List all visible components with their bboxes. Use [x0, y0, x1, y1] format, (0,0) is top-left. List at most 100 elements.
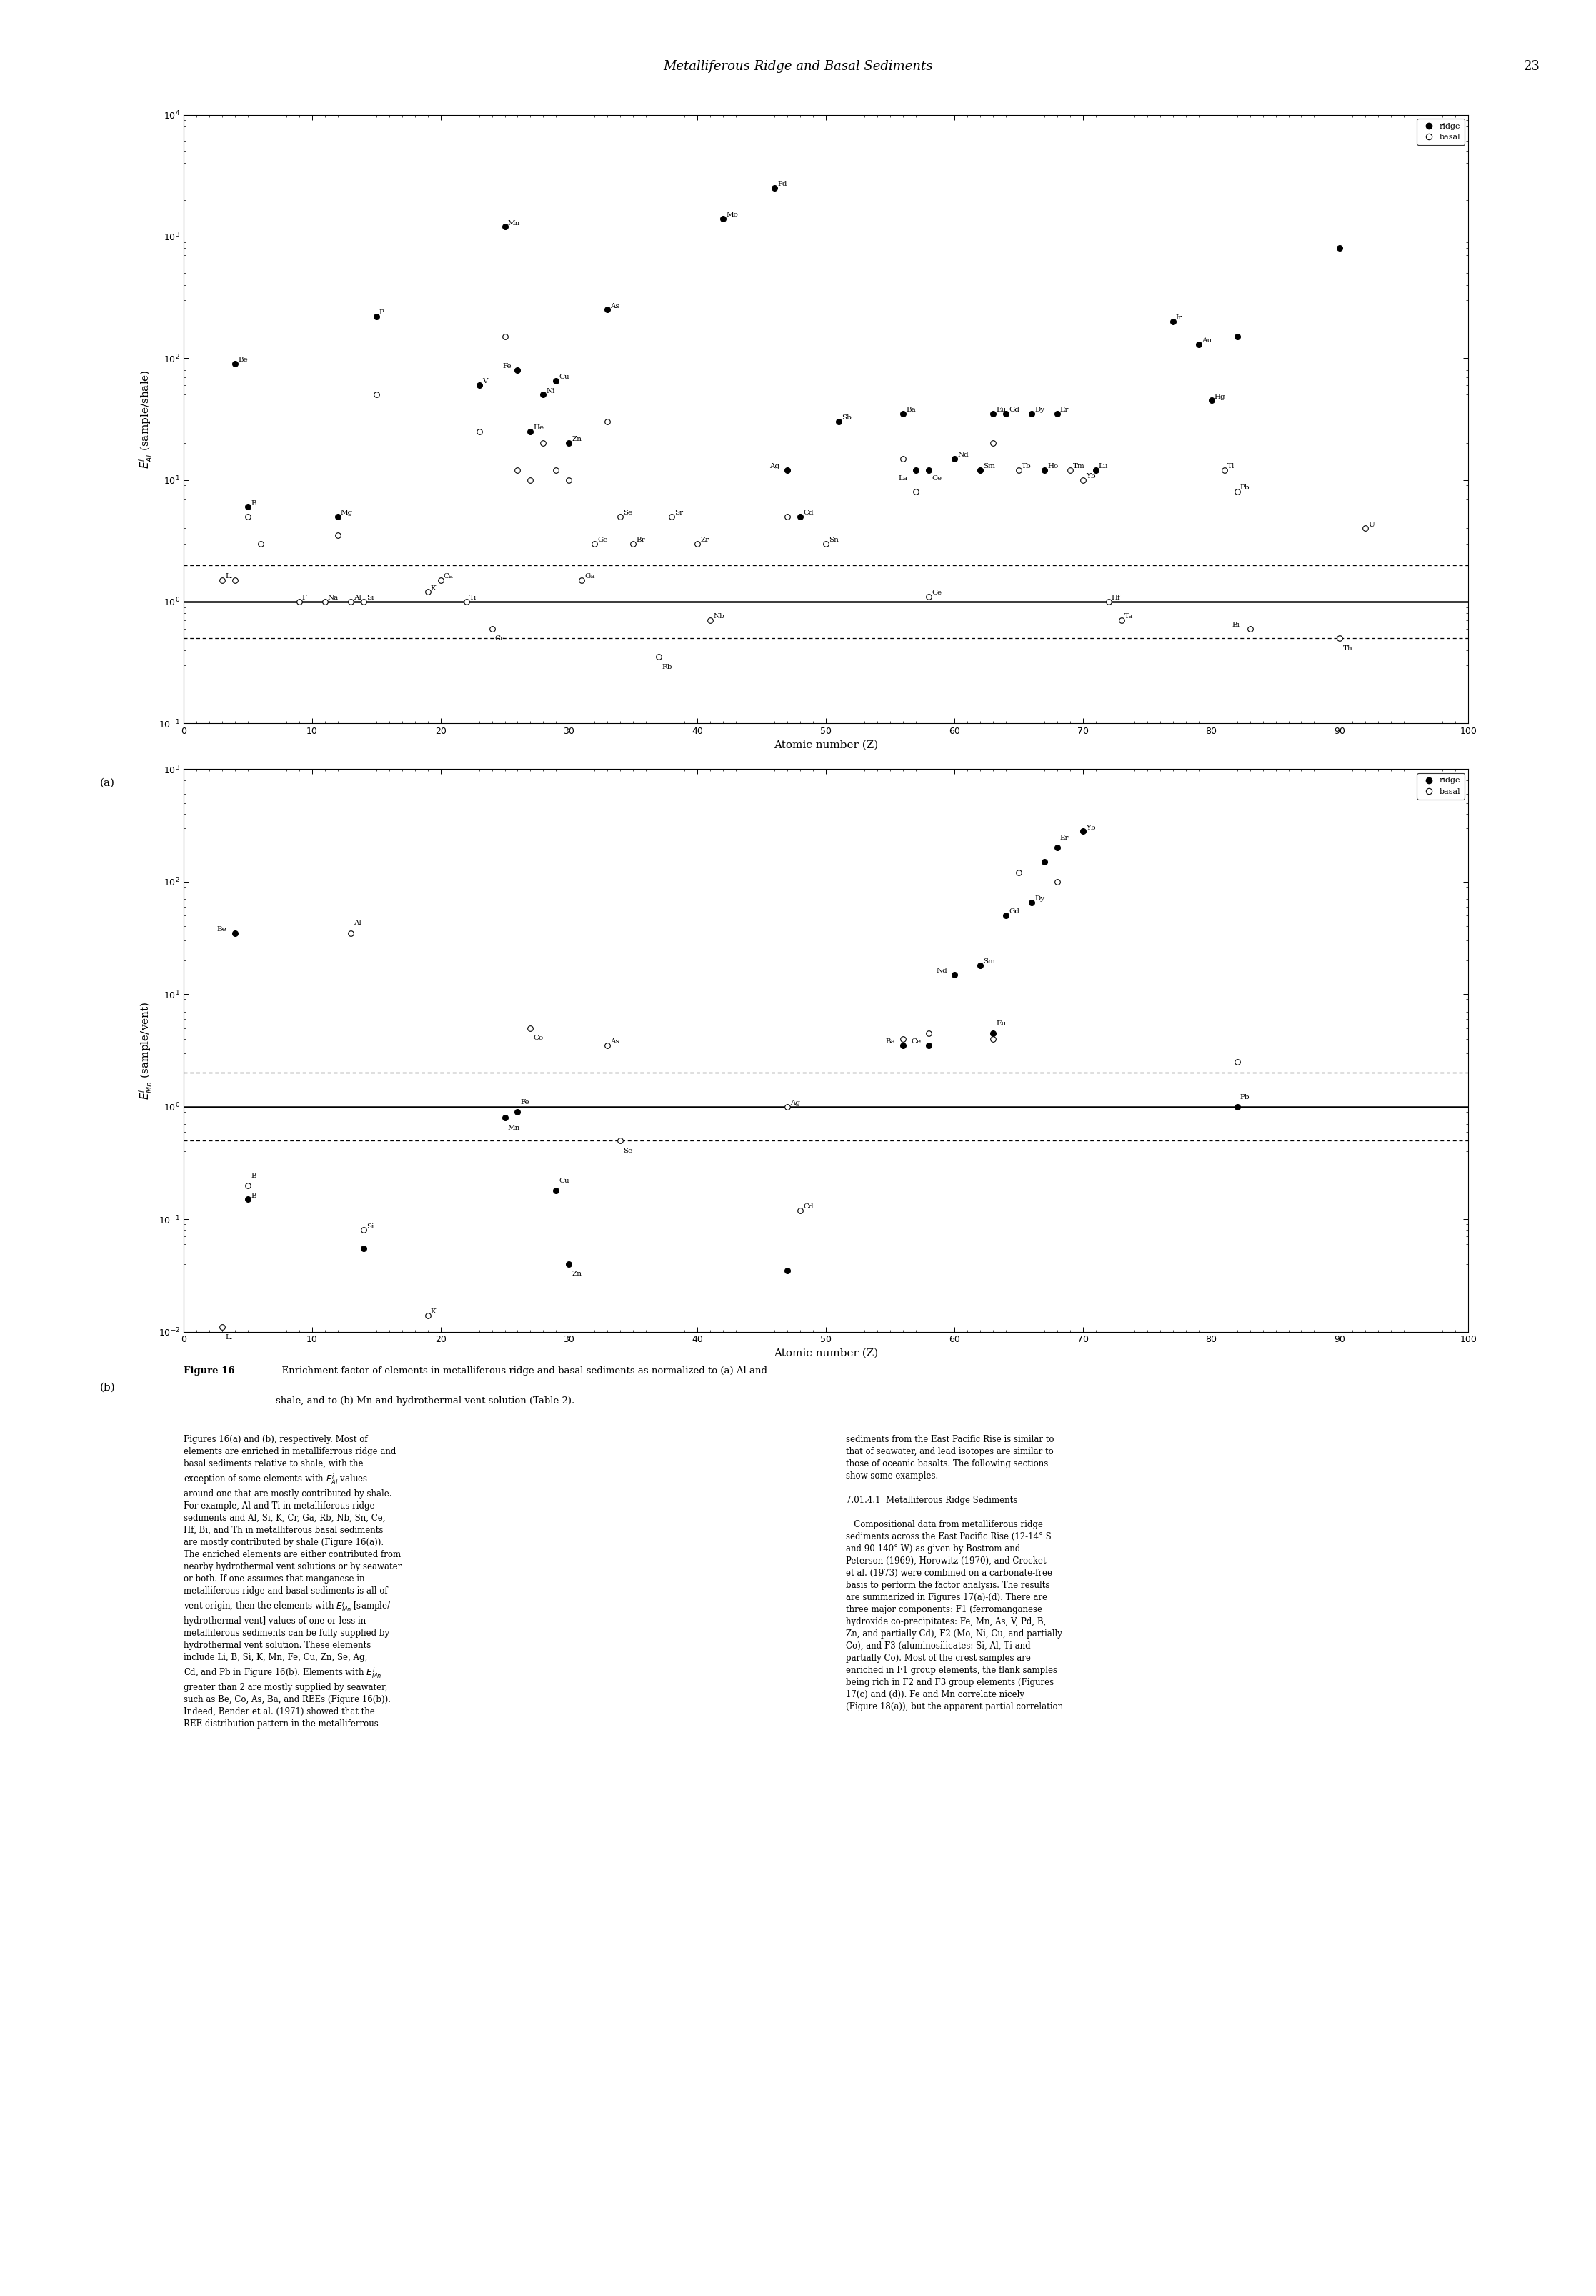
- Text: Eu: Eu: [996, 406, 1005, 413]
- Text: Li: Li: [225, 574, 233, 579]
- Text: Eu: Eu: [996, 1019, 1005, 1026]
- Text: Gd: Gd: [1009, 406, 1020, 413]
- Text: Er: Er: [1060, 406, 1069, 413]
- Text: As: As: [611, 303, 619, 310]
- Text: K: K: [431, 585, 436, 592]
- Text: Lu: Lu: [1098, 464, 1108, 471]
- Text: Mn: Mn: [508, 1125, 520, 1132]
- Text: U: U: [1368, 521, 1374, 528]
- Text: V: V: [482, 379, 487, 386]
- Text: Mg: Mg: [340, 510, 353, 517]
- Text: B: B: [251, 1192, 257, 1199]
- Text: Ag: Ag: [790, 1100, 801, 1107]
- Text: Nd: Nd: [958, 452, 969, 457]
- Text: shale, and to (b) Mn and hydrothermal vent solution (Table 2).: shale, and to (b) Mn and hydrothermal ve…: [276, 1396, 575, 1405]
- Y-axis label: $E^i_{Al}$ (sample/shale): $E^i_{Al}$ (sample/shale): [137, 370, 155, 468]
- Text: Sm: Sm: [983, 957, 996, 964]
- Text: Pb: Pb: [1240, 484, 1250, 491]
- Text: Br: Br: [637, 537, 645, 542]
- Text: Yb: Yb: [1085, 824, 1095, 831]
- Text: K: K: [431, 1309, 436, 1316]
- Text: As: As: [611, 1038, 619, 1045]
- Text: Pb: Pb: [1240, 1093, 1250, 1100]
- Text: Pd: Pd: [777, 181, 787, 188]
- Text: Hg: Hg: [1215, 393, 1226, 400]
- Y-axis label: $E^i_{Mn}$ (sample/vent): $E^i_{Mn}$ (sample/vent): [137, 1001, 155, 1100]
- Text: Zr: Zr: [701, 537, 709, 542]
- Text: Fe: Fe: [520, 1100, 530, 1104]
- Text: Cr: Cr: [495, 636, 504, 643]
- Text: B: B: [251, 501, 257, 507]
- Text: La: La: [899, 475, 907, 482]
- Text: Si: Si: [367, 1224, 373, 1231]
- Text: Al: Al: [354, 921, 361, 928]
- Text: (b): (b): [101, 1382, 115, 1391]
- Text: Ir: Ir: [1176, 315, 1183, 321]
- Text: Nd: Nd: [937, 967, 948, 974]
- Text: Se: Se: [624, 1148, 632, 1155]
- Text: Na: Na: [327, 595, 338, 602]
- Text: (a): (a): [101, 778, 115, 788]
- Text: Cd: Cd: [803, 1203, 814, 1210]
- Text: Ba: Ba: [886, 1038, 895, 1045]
- Text: Mn: Mn: [508, 220, 520, 227]
- Text: B: B: [251, 1173, 257, 1178]
- Text: Sr: Sr: [675, 510, 683, 517]
- Text: Er: Er: [1060, 836, 1069, 840]
- X-axis label: Atomic number (Z): Atomic number (Z): [774, 739, 878, 751]
- Text: Ce: Ce: [932, 475, 942, 482]
- Text: He: He: [533, 425, 544, 432]
- Text: 23: 23: [1524, 60, 1540, 73]
- Text: Se: Se: [624, 510, 632, 517]
- Text: Bi: Bi: [1232, 622, 1240, 629]
- Text: Sm: Sm: [983, 464, 996, 471]
- Text: Ce: Ce: [911, 1038, 921, 1045]
- X-axis label: Atomic number (Z): Atomic number (Z): [774, 1348, 878, 1359]
- Text: Tl: Tl: [1227, 464, 1235, 471]
- Text: Figure 16: Figure 16: [184, 1366, 235, 1375]
- Text: Th: Th: [1342, 645, 1353, 652]
- Text: Cu: Cu: [559, 1178, 570, 1185]
- Text: Dy: Dy: [1034, 895, 1044, 902]
- Text: sediments from the East Pacific Rise is similar to
that of seawater, and lead is: sediments from the East Pacific Rise is …: [846, 1435, 1063, 1711]
- Text: Yb: Yb: [1085, 473, 1095, 480]
- Text: Cu: Cu: [559, 374, 570, 381]
- Text: Ag: Ag: [769, 464, 779, 471]
- Text: Ba: Ba: [907, 406, 916, 413]
- Text: Si: Si: [367, 595, 373, 602]
- Text: Ga: Ga: [584, 574, 595, 579]
- Text: Enrichment factor of elements in metalliferous ridge and basal sediments as norm: Enrichment factor of elements in metalli…: [276, 1366, 768, 1375]
- Text: Ce: Ce: [932, 590, 942, 597]
- Text: Tb: Tb: [1021, 464, 1031, 471]
- Text: Li: Li: [225, 1334, 233, 1341]
- Text: F: F: [302, 595, 308, 602]
- Text: Sb: Sb: [841, 416, 852, 420]
- Text: Figures 16(a) and (b), respectively. Most of
elements are enriched in metallifer: Figures 16(a) and (b), respectively. Mos…: [184, 1435, 402, 1729]
- Text: Rb: Rb: [662, 664, 672, 670]
- Text: P: P: [380, 310, 385, 317]
- Text: Fe: Fe: [503, 363, 512, 370]
- Text: Ni: Ni: [546, 388, 555, 395]
- Text: Zn: Zn: [571, 436, 583, 443]
- Text: Be: Be: [217, 925, 227, 932]
- Text: Tm: Tm: [1073, 464, 1085, 471]
- Text: Be: Be: [238, 356, 247, 363]
- Text: Al: Al: [354, 595, 361, 602]
- Text: Metalliferous Ridge and Basal Sediments: Metalliferous Ridge and Basal Sediments: [664, 60, 932, 73]
- Legend: ridge, basal: ridge, basal: [1417, 774, 1465, 799]
- Text: Cd: Cd: [803, 510, 814, 517]
- Text: Co: Co: [533, 1035, 544, 1042]
- Text: Sn: Sn: [828, 537, 839, 542]
- Text: Ca: Ca: [444, 574, 453, 579]
- Text: Nb: Nb: [713, 613, 725, 620]
- Text: Ge: Ge: [597, 537, 608, 542]
- Text: Zn: Zn: [571, 1272, 583, 1277]
- Text: Mo: Mo: [726, 211, 739, 218]
- Text: Ta: Ta: [1125, 613, 1133, 620]
- Legend: ridge, basal: ridge, basal: [1417, 119, 1465, 145]
- Text: Ho: Ho: [1047, 464, 1058, 471]
- Text: Dy: Dy: [1034, 406, 1044, 413]
- Text: Hf: Hf: [1111, 595, 1120, 602]
- Text: Au: Au: [1202, 338, 1211, 344]
- Text: Gd: Gd: [1009, 909, 1020, 916]
